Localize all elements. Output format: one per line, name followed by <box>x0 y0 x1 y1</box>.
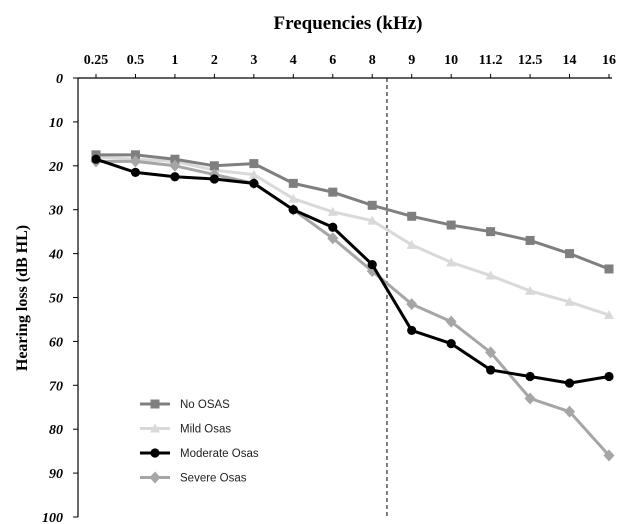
x-tick-label: 1 <box>171 53 178 68</box>
series-line <box>96 159 611 457</box>
x-tick-label: 8 <box>369 53 376 68</box>
data-point <box>91 154 101 164</box>
data-point <box>170 172 180 182</box>
legend-label: No OSAS <box>180 399 230 411</box>
data-point <box>406 298 418 311</box>
data-point <box>564 378 575 388</box>
data-point <box>367 200 377 210</box>
y-tick-label: 90 <box>49 467 63 482</box>
data-point <box>525 235 535 245</box>
data-point <box>209 161 219 171</box>
data-point <box>406 239 417 249</box>
data-point <box>525 371 535 382</box>
legend-item: Severe Osas <box>140 471 247 485</box>
data-point <box>486 365 496 375</box>
x-tick-label: 2 <box>211 53 218 68</box>
data-point <box>486 227 496 237</box>
y-tick-label: 30 <box>48 204 63 219</box>
legend-marker <box>150 399 160 409</box>
y-tick-label: 50 <box>49 292 63 307</box>
data-point <box>524 392 536 405</box>
legend-item: Moderate Osas <box>140 448 259 460</box>
legend-marker <box>150 423 160 433</box>
series-moderate-osas <box>91 154 614 388</box>
data-point <box>407 211 417 221</box>
data-point <box>407 325 417 336</box>
data-point <box>604 371 614 382</box>
x-tick-label: 11.2 <box>479 53 503 68</box>
data-point <box>367 215 378 225</box>
legend-label: Severe Osas <box>180 473 247 485</box>
data-point <box>564 405 576 418</box>
data-point <box>328 222 338 232</box>
data-point <box>248 169 259 179</box>
data-point <box>604 264 614 274</box>
data-point <box>485 270 496 280</box>
data-point <box>367 259 377 270</box>
data-point <box>288 193 299 203</box>
legend-marker <box>150 448 160 458</box>
data-point <box>446 338 456 349</box>
legend-label: Mild Osas <box>180 424 231 436</box>
data-point <box>249 178 259 188</box>
data-point <box>249 159 259 169</box>
x-tick-label: 0.25 <box>84 53 109 68</box>
legend-item: No OSAS <box>140 399 230 411</box>
data-point <box>327 232 339 245</box>
data-point <box>446 257 457 267</box>
y-tick-label: 100 <box>42 511 63 524</box>
x-tick-label: 3 <box>250 53 257 68</box>
data-point <box>288 178 298 188</box>
data-point <box>209 174 219 184</box>
x-tick-label: 6 <box>329 53 336 68</box>
y-tick-label: 0 <box>56 72 63 87</box>
series-line <box>96 153 610 271</box>
data-point <box>564 296 575 306</box>
data-point <box>170 154 180 164</box>
x-tick-label: 9 <box>408 53 415 68</box>
x-tick-label: 10 <box>444 53 458 68</box>
axes <box>73 74 612 518</box>
y-tick-label: 40 <box>48 248 63 263</box>
y-tick-label: 70 <box>49 379 63 394</box>
series-line <box>95 157 610 385</box>
series-group <box>90 150 615 462</box>
data-point <box>485 346 497 359</box>
legend-marker <box>149 471 161 484</box>
data-point <box>604 310 614 320</box>
data-point <box>603 449 615 462</box>
x-tick-label: 4 <box>290 53 297 68</box>
series-no-osas <box>91 150 614 274</box>
chart-title: Frequencies (kHz) <box>274 13 423 34</box>
series-severe-osas <box>90 155 615 462</box>
y-tick-label: 10 <box>49 116 63 131</box>
x-tick-label: 14 <box>563 53 577 68</box>
data-point <box>445 315 457 328</box>
data-point <box>446 220 456 230</box>
x-tick-labels: 0.25 0.5 1 2 3 4 6 8 9 10 11.2 12.5 14 16 <box>84 53 616 68</box>
data-point <box>327 206 338 216</box>
data-point <box>129 155 141 168</box>
data-point <box>130 167 141 177</box>
x-tick-label: 0.5 <box>127 53 145 68</box>
x-tick-label: 12.5 <box>518 53 543 68</box>
x-tick-label: 16 <box>602 53 616 68</box>
legend-label: Moderate Osas <box>180 448 259 460</box>
legend-item: Mild Osas <box>140 423 231 436</box>
data-point <box>288 205 298 215</box>
data-point <box>130 150 140 160</box>
y-tick-labels: 0 10 20 30 40 50 60 70 80 90 100 <box>42 72 63 524</box>
data-point <box>328 187 338 197</box>
y-tick-label: 60 <box>49 335 63 350</box>
data-point <box>525 285 536 295</box>
y-tick-label: 20 <box>48 160 63 175</box>
series-line <box>95 155 610 317</box>
y-axis-label: Hearing loss (dB HL) <box>14 225 31 371</box>
y-tick-label: 80 <box>49 423 63 438</box>
data-point <box>169 159 181 172</box>
data-point <box>565 249 575 259</box>
legend: No OSAS Mild Osas Moderate Osas Severe Osas <box>140 399 259 485</box>
